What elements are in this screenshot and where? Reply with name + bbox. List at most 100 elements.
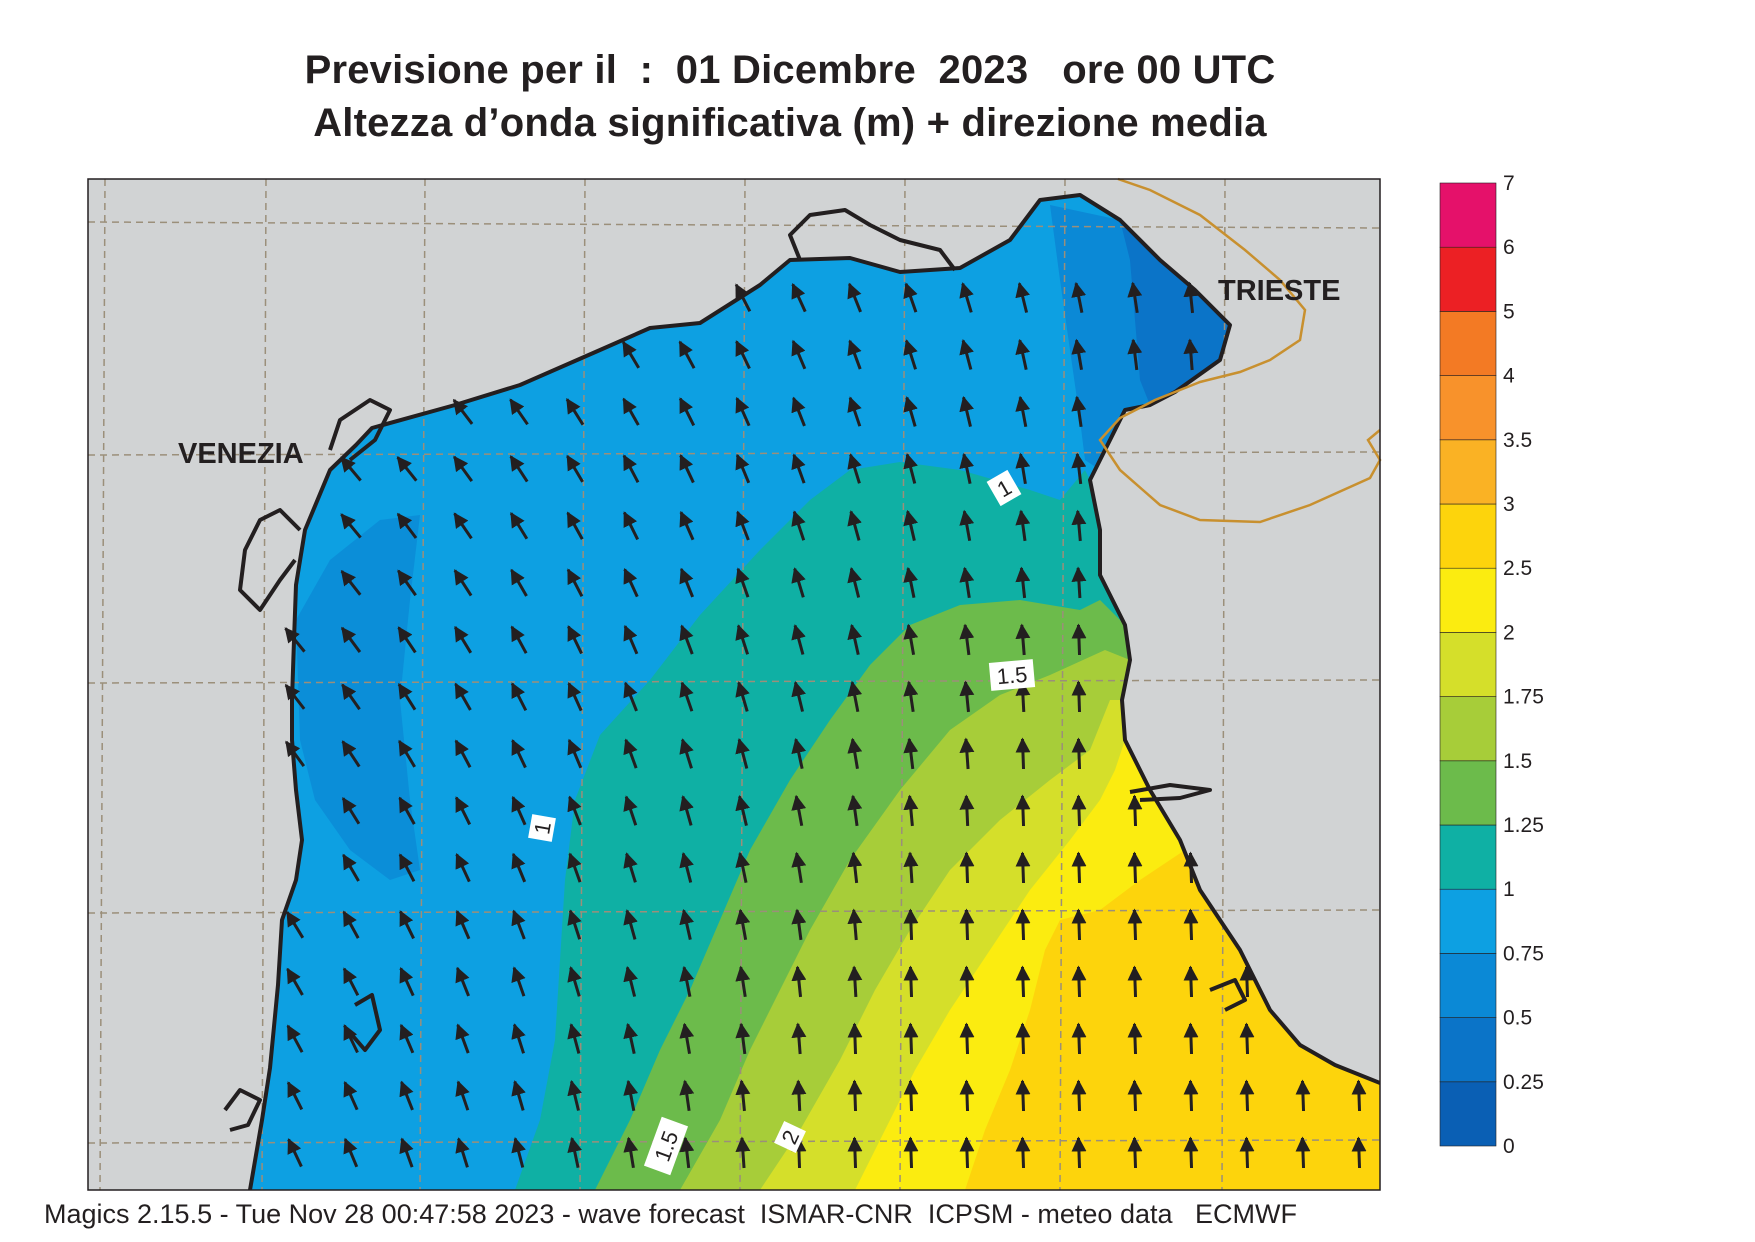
grid-line [99,179,106,1190]
wave-arrow [567,681,583,712]
wave-arrow [511,1137,526,1168]
colorbar-tick-label: 1.75 [1503,686,1544,709]
wave-arrow [903,680,919,713]
wave-arrow [1127,1022,1143,1055]
wave-arrow [791,282,807,313]
wave-arrow [1015,1022,1031,1055]
wave-arrow [455,1023,470,1054]
wave-arrow [623,795,638,826]
map-area [88,179,1380,1190]
wave-arrow [623,738,638,769]
wave-arrow [791,680,806,712]
grid-line [419,179,426,1190]
wave-arrow [903,1022,919,1055]
contour-label: 2 [774,1121,806,1153]
wave-arrow [566,511,584,540]
wave-arrow [511,966,526,997]
wave-arrow [510,625,528,654]
wave-arrow [959,452,975,484]
wave-arrow [1015,281,1030,313]
wave-arrow [1127,851,1143,884]
wave-arrow [287,1138,303,1168]
wave-arrow [791,624,806,655]
wave-arrow [1239,965,1255,998]
wave-arrow [735,453,751,484]
wave-arrow [791,1079,807,1112]
wave-arrow [623,511,639,541]
wave-arrow [343,1024,359,1054]
wave-arrow [847,794,863,827]
wave-arrow [396,456,418,482]
colorbar-swatch [1439,953,1497,1018]
wave-arrow [397,626,417,654]
wave-arrow [959,282,974,313]
wave-arrow [1127,1136,1143,1169]
wave-arrow [1295,1079,1311,1112]
wave-arrow [903,339,918,370]
wave-arrow [511,1023,526,1054]
wave-arrow [511,795,527,826]
wave-arrow [1071,1079,1087,1112]
wave-arrow [735,1136,751,1169]
wave-arrow [1071,452,1087,485]
wave-arrow [1071,281,1087,314]
city-label-trieste: TRIESTE [1218,275,1340,307]
wave-arrow [399,1023,415,1054]
wave-arrow [455,966,470,997]
wave-arrow [735,908,751,941]
wave-arrow [452,398,474,425]
colorbar-tick-label: 1 [1503,878,1515,901]
wave-arrow [511,739,527,769]
wave-arrow [959,851,975,884]
wave-arrow [340,456,362,482]
wave-arrow [1127,794,1143,827]
wave-arrow [622,454,640,483]
wave-arrow [455,1137,470,1168]
colorbar-tick-label: 0.75 [1503,942,1544,965]
wave-arrow [735,794,750,826]
colorbar-swatch [1439,311,1497,376]
wave-arrow [1015,1136,1031,1169]
wave-arrow [735,624,750,655]
wave-arrow [903,566,919,598]
wave-arrow [398,853,416,882]
wave-arrow [959,395,974,427]
wave-arrow [567,795,582,826]
wave-arrow [847,623,862,655]
wave-arrow [735,396,751,427]
colorbar-swatch [1439,1017,1497,1083]
wave-arrow [679,681,694,712]
wave-arrow [903,794,919,827]
colorbar-tick-label: 0 [1503,1135,1515,1158]
grid-line [579,179,586,1190]
wave-arrow [453,512,473,540]
band-2.5-3 [965,850,1380,1190]
wave-arrow [623,624,639,655]
wave-arrow [565,398,585,426]
wave-arrow [623,965,638,997]
wave-arrow [679,1136,695,1169]
wave-arrow [623,1136,639,1169]
wave-arrow [847,1022,863,1055]
wave-arrow [455,909,471,940]
city-label-venezia: VENEZIA [178,438,304,470]
wave-arrow [398,739,416,768]
wave-arrow [791,510,806,541]
wave-arrow [567,1079,582,1111]
wave-arrow [791,908,807,941]
wave-arrow [847,908,863,941]
wave-arrow [847,339,862,370]
colorbar-swatch [1439,439,1497,505]
wave-arrow [286,1024,304,1053]
wave-arrow [791,1022,807,1055]
wave-arrow [959,908,975,941]
wave-direction-arrows [284,281,1367,1169]
wave-arrow [1127,338,1143,371]
wave-arrow [1071,338,1087,371]
colorbar-swatch [1439,760,1497,826]
wave-arrow [453,455,473,483]
colorbar-tick-label: 0.5 [1503,1007,1532,1030]
wave-arrow [1239,1022,1255,1055]
wave-arrow [1127,281,1143,314]
wave-arrow [567,625,583,655]
